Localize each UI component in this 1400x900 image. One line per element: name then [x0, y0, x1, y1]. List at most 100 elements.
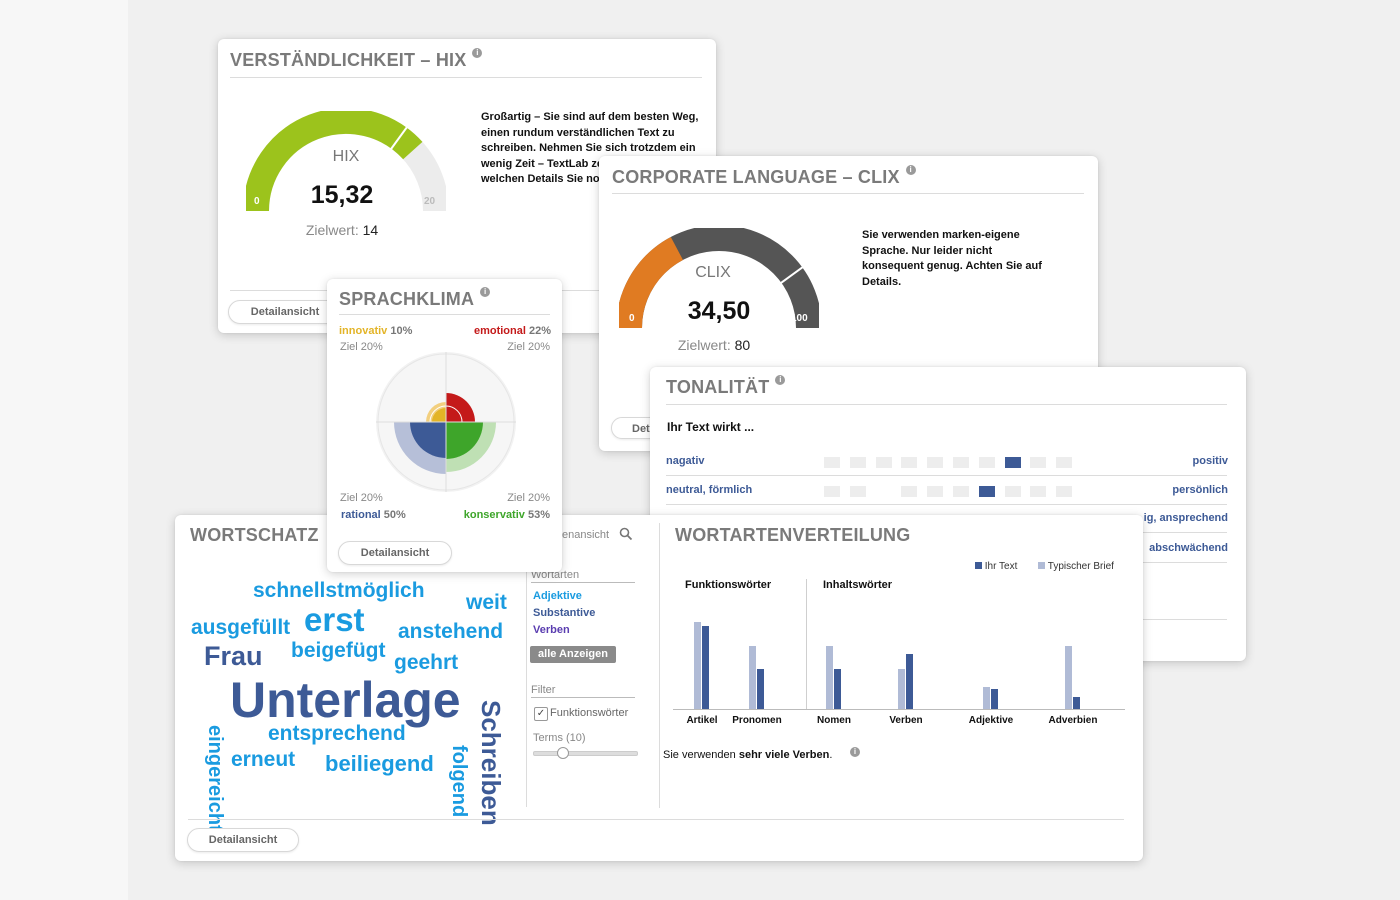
konservativ-label: konservativ 53%: [464, 509, 550, 521]
hix-title-text: VERSTÄNDLICHKEIT – HIX: [230, 50, 467, 70]
chart-category-label: Adjektive: [968, 715, 1014, 726]
konservativ-target: Ziel 20%: [507, 492, 550, 504]
terms-slider-track[interactable]: [533, 751, 638, 756]
hix-value: 15,32: [310, 181, 374, 209]
chart-bar: [906, 654, 913, 710]
chart-bar: [1065, 646, 1072, 710]
divider: [230, 77, 702, 78]
konservativ-value: 53%: [527, 509, 550, 521]
info-icon[interactable]: i: [905, 165, 916, 175]
tone-scale-cell: [1056, 486, 1073, 497]
show-all-button[interactable]: alle Anzeigen: [530, 646, 616, 663]
tone-scale-cell: [978, 486, 995, 497]
clix-min: 0: [629, 313, 635, 324]
cloud-word[interactable]: folgend: [448, 745, 470, 818]
wortschatz-card: WORTSCHATZ enansicht schnellstmöglich wei…: [175, 515, 1143, 861]
target-value: 80: [734, 337, 751, 353]
filter-substantive[interactable]: Substantive: [533, 607, 596, 619]
tone-right-label: abschwächend: [1149, 542, 1228, 554]
chart-bar: [826, 646, 833, 710]
view-toggle[interactable]: enansicht: [562, 529, 610, 541]
chart-note: Sie verwenden sehr viele Verben.: [663, 749, 832, 761]
filter-verben[interactable]: Verben: [533, 624, 570, 636]
rational-value: 50%: [383, 509, 406, 521]
tonalitaet-title: TONALITÄT i: [666, 375, 786, 398]
tone-scale-cell: [901, 486, 918, 497]
filter-label: Filter: [531, 684, 556, 696]
divider: [531, 582, 635, 583]
sprachklima-card: SPRACHKLIMA i innovativ 10% emotional 22%…: [327, 279, 562, 572]
cloud-word[interactable]: anstehend: [398, 620, 504, 643]
chart-bar: [1073, 697, 1080, 710]
cloud-word[interactable]: entsprechend: [268, 722, 406, 745]
info-icon[interactable]: i: [775, 375, 786, 385]
info-icon[interactable]: i: [472, 48, 483, 58]
chart-bar: [898, 669, 905, 710]
emotional-name: emotional: [473, 325, 526, 337]
terms-slider-handle[interactable]: [557, 747, 569, 759]
group-funktion: Funktionswörter: [685, 579, 772, 591]
tone-scale-cell: [849, 457, 866, 468]
tone-right-label: persönlich: [1172, 484, 1228, 496]
clix-title: CORPORATE LANGUAGE – CLIX i: [612, 165, 916, 188]
tone-scale-cell: [953, 457, 969, 468]
cloud-word[interactable]: geehrt: [394, 651, 459, 674]
chart-category-label: Artikel: [686, 715, 718, 726]
sprachklima-title-text: SPRACHKLIMA: [339, 289, 475, 309]
hix-detail-button[interactable]: Detailansicht: [228, 300, 342, 324]
chart-bar: [983, 687, 990, 710]
wortarten-chart: [665, 610, 1125, 710]
legend: Ihr Text Typischer Brief: [975, 561, 1114, 572]
emotional-value: 22%: [528, 325, 551, 337]
chart-category-label: Verben: [889, 715, 923, 726]
chart-category-label: Adverbien: [1048, 715, 1098, 726]
cloud-word[interactable]: beiliegend: [325, 751, 434, 776]
cloud-word[interactable]: erst: [304, 601, 365, 638]
cloud-word[interactable]: beigefügt: [291, 639, 386, 662]
clix-max: 100: [791, 313, 808, 324]
divider: [666, 404, 1227, 405]
cloud-word[interactable]: schnellstmöglich: [253, 579, 425, 602]
hix-title: VERSTÄNDLICHKEIT – HIX i: [230, 48, 483, 71]
functionwords-label: Funktionswörter: [550, 707, 629, 719]
sprachklima-detail-button[interactable]: Detailansicht: [338, 541, 452, 565]
cloud-word[interactable]: Unterlage: [230, 672, 461, 728]
note-bold: sehr viele Verben: [738, 749, 830, 761]
divider: [666, 475, 1227, 476]
konservativ-name: konservativ: [463, 509, 525, 521]
functionwords-checkbox[interactable]: ✓: [534, 707, 548, 721]
info-icon[interactable]: i: [850, 747, 860, 757]
cloud-word[interactable]: eingereicht: [204, 725, 226, 832]
terms-label: Terms (10): [533, 732, 586, 744]
divider: [531, 697, 635, 698]
word-cloud: schnellstmöglich weit ausgefüllt erst ansteh…: [175, 555, 525, 832]
info-icon[interactable]: i: [480, 287, 491, 297]
hix-gauge: [246, 111, 446, 212]
target-label: Zielwert:: [677, 337, 731, 353]
wortarten-label: Wortarten: [531, 569, 580, 581]
tone-scale-cell: [1030, 457, 1047, 468]
tone-scale-cell: [927, 457, 944, 468]
wortschatz-detail-button[interactable]: Detailansicht: [187, 828, 299, 852]
note-prefix: Sie verwenden: [663, 749, 739, 761]
divider: [188, 819, 1124, 820]
cloud-word[interactable]: ausgefüllt: [191, 616, 291, 639]
chart-baseline: [673, 709, 1125, 710]
cloud-word[interactable]: erneut: [231, 748, 296, 771]
tone-left-label: nagativ: [666, 455, 705, 467]
tone-scale-cell: [824, 457, 840, 468]
cloud-word[interactable]: Frau: [204, 641, 263, 671]
clix-target-label: Zielwert: 80: [654, 337, 774, 353]
emotional-label: emotional 22%: [474, 325, 551, 337]
chart-bar: [694, 622, 701, 710]
clix-gauge-label: CLIX: [695, 264, 731, 281]
chart-bar: [749, 646, 756, 710]
search-icon[interactable]: [619, 527, 633, 546]
filter-adjektive[interactable]: Adjektive: [533, 590, 582, 602]
divider: [526, 567, 527, 807]
legend-swatch-ihr: [975, 562, 982, 569]
cloud-word[interactable]: weit: [466, 591, 507, 614]
cloud-word[interactable]: Schreiben: [476, 700, 506, 826]
hix-min: 0: [254, 196, 260, 207]
chart-bar: [757, 669, 764, 710]
